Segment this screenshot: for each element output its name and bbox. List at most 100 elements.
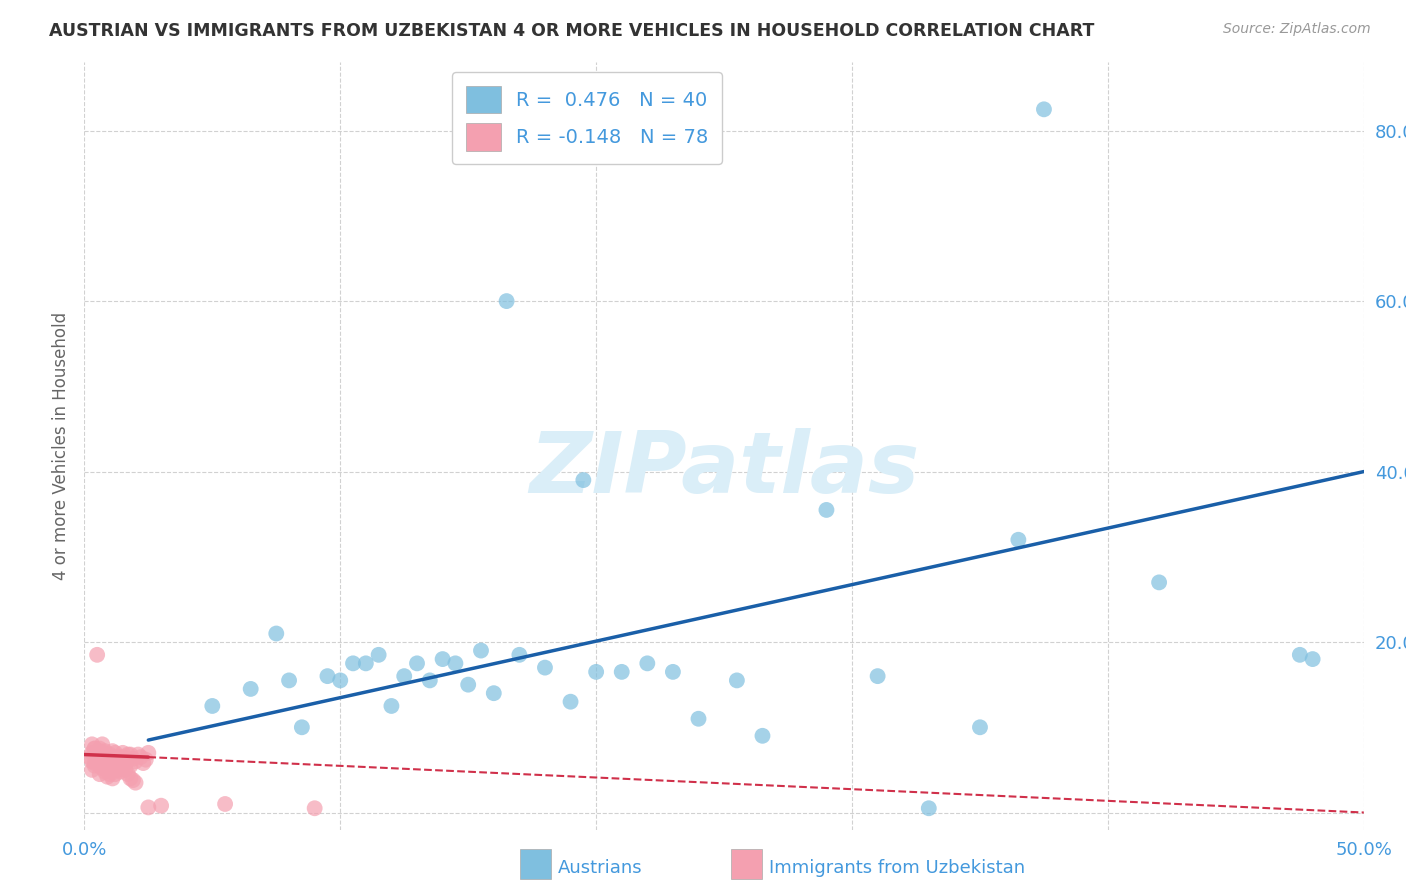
Point [86, 746, 108, 760]
Point [83, 758, 105, 772]
Point [534, 660, 557, 674]
Point [725, 673, 748, 688]
Point [585, 665, 607, 679]
Point [96, 770, 118, 784]
Point [1147, 575, 1170, 590]
Point [367, 648, 389, 662]
Text: Source: ZipAtlas.com: Source: ZipAtlas.com [1223, 22, 1371, 37]
Point [111, 758, 134, 772]
Point [104, 746, 127, 760]
Point [114, 756, 136, 770]
Point [457, 678, 479, 692]
Point [108, 755, 131, 769]
Point [80, 737, 103, 751]
Point [101, 772, 124, 786]
Point [610, 665, 633, 679]
Point [104, 755, 127, 769]
Point [120, 772, 142, 786]
Point [117, 753, 139, 767]
Point [111, 750, 134, 764]
Point [239, 681, 262, 696]
Point [688, 712, 710, 726]
Point [495, 294, 517, 309]
Point [107, 758, 129, 772]
Point [101, 744, 124, 758]
Point [482, 686, 505, 700]
Point [80, 755, 103, 769]
Point [751, 729, 773, 743]
Point [560, 695, 582, 709]
Point [129, 750, 152, 764]
Point [101, 758, 124, 772]
Point [470, 643, 492, 657]
Point [866, 669, 889, 683]
Point [94, 747, 117, 762]
Point [815, 503, 838, 517]
Point [86, 755, 108, 769]
Point [1007, 533, 1029, 547]
Point [96, 763, 118, 777]
Point [101, 753, 124, 767]
Point [98, 767, 121, 781]
Point [342, 657, 364, 671]
Point [127, 747, 149, 762]
Point [80, 746, 103, 760]
Point [117, 747, 139, 762]
Point [94, 764, 117, 779]
Point [354, 657, 377, 671]
Point [1288, 648, 1310, 662]
Point [86, 747, 108, 762]
Point [98, 750, 121, 764]
Point [89, 750, 111, 764]
Point [80, 763, 103, 777]
Point [662, 665, 685, 679]
Point [214, 797, 236, 811]
Point [91, 761, 114, 775]
Point [304, 801, 326, 815]
Text: ZIPatlas: ZIPatlas [529, 427, 920, 510]
Point [1302, 652, 1324, 666]
Point [394, 669, 416, 683]
Point [94, 755, 117, 769]
Point [122, 773, 145, 788]
Point [89, 758, 111, 772]
Point [79, 750, 101, 764]
Point [114, 753, 136, 767]
Point [278, 673, 301, 688]
Point [316, 669, 339, 683]
Point [150, 798, 173, 813]
Point [444, 657, 467, 671]
Point [107, 763, 129, 777]
Point [111, 746, 134, 760]
Point [264, 626, 288, 640]
Point [138, 800, 160, 814]
Point [104, 750, 127, 764]
Point [94, 758, 117, 772]
Point [108, 755, 131, 769]
Point [98, 752, 121, 766]
Point [107, 750, 129, 764]
Point [135, 753, 157, 767]
Point [132, 756, 155, 770]
Point [636, 657, 658, 671]
Point [91, 750, 114, 764]
Point [432, 652, 454, 666]
Point [117, 767, 139, 781]
Point [89, 767, 111, 781]
Y-axis label: 4 or more Vehicles in Household: 4 or more Vehicles in Household [52, 312, 70, 580]
Point [98, 763, 121, 777]
Point [94, 744, 117, 758]
Point [98, 747, 121, 762]
Point [120, 758, 142, 772]
Text: Immigrants from Uzbekistan: Immigrants from Uzbekistan [769, 859, 1025, 877]
Legend: R =  0.476   N = 40, R = -0.148   N = 78: R = 0.476 N = 40, R = -0.148 N = 78 [453, 72, 723, 164]
Point [124, 775, 146, 789]
Point [108, 764, 131, 779]
Point [1032, 103, 1054, 117]
Point [83, 756, 105, 770]
Point [380, 698, 402, 713]
Text: Austrians: Austrians [558, 859, 643, 877]
Point [201, 698, 224, 713]
Point [969, 720, 991, 734]
Point [508, 648, 530, 662]
